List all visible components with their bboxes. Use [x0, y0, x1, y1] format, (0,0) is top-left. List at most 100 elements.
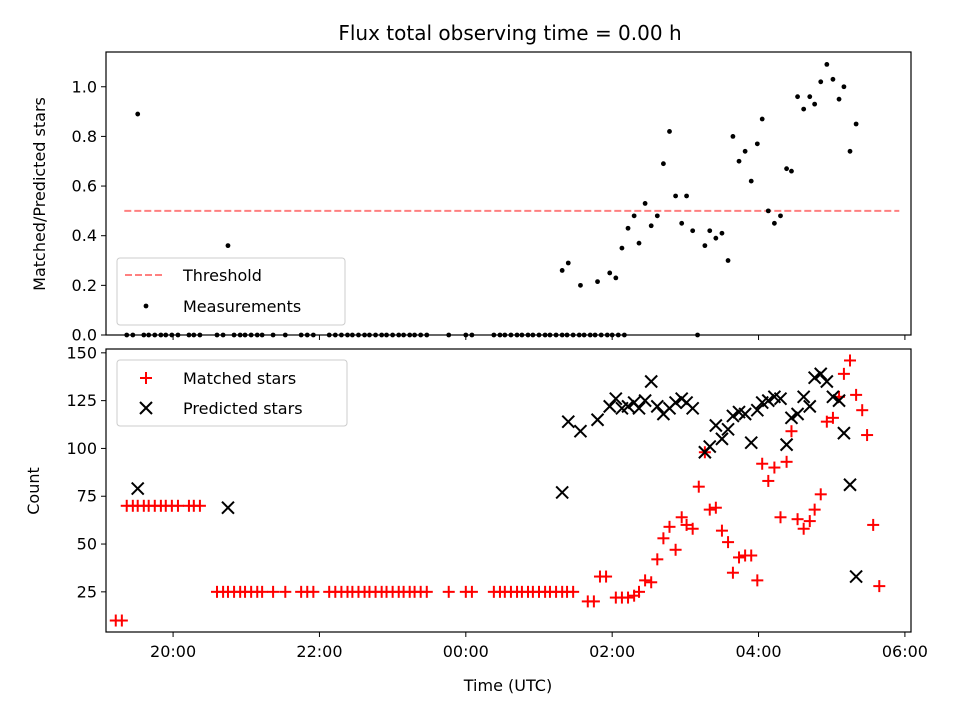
predicted-star-point [703, 439, 717, 454]
measurement-point [830, 76, 836, 82]
matched-star-point [733, 551, 746, 564]
matched-star-point [465, 585, 478, 598]
predicted-star-point [609, 392, 623, 406]
measurement-point [795, 94, 800, 100]
predicted-legend-swatch [139, 401, 153, 415]
top-ytick-label: 0.2 [72, 276, 97, 295]
top-ytick-label: 0.0 [72, 326, 97, 345]
measurement-point [719, 230, 725, 236]
matched-star-point [267, 585, 280, 598]
predicted-star-point [590, 413, 605, 427]
measurement-point [748, 178, 754, 184]
matched-star-point [279, 585, 292, 598]
matched-star-point [600, 570, 613, 583]
xtick-label: 06:00 [882, 642, 928, 661]
predicted-star-point [750, 403, 765, 417]
predicted-star-point [632, 401, 646, 415]
top-xtick-marks [172, 335, 906, 340]
predicted-star-point [726, 409, 740, 423]
measurement-point [673, 193, 678, 199]
matched-star-point [850, 388, 863, 401]
matched-star-point [703, 503, 716, 516]
measurement-point [784, 166, 789, 172]
bottom-legend-box [116, 359, 348, 427]
predicted-star-point [621, 399, 635, 414]
measurement-point [707, 228, 713, 234]
matched-star-point [780, 455, 793, 468]
measurement-point [812, 101, 818, 107]
predicted-star-point [603, 399, 617, 414]
predicted-star-point [721, 422, 735, 437]
predicted-legend-label: Predicted stars [183, 399, 303, 418]
measurement-point [853, 121, 859, 127]
measurement-point [565, 260, 571, 266]
measurement-point [625, 225, 631, 231]
xtick-label: 22:00 [296, 642, 342, 661]
bottom-y-axis-label: Count [24, 467, 43, 515]
matched-star-point [669, 543, 682, 556]
matched-star-point [651, 553, 664, 566]
matched-star-point [686, 522, 699, 535]
matched-star-point [837, 367, 850, 380]
bottom-legend: Matched stars Predicted stars [116, 359, 348, 427]
measurement-point [801, 106, 807, 112]
measurement-point [730, 134, 736, 139]
matched-star-point [785, 425, 798, 438]
matched-legend-swatch [140, 372, 152, 384]
matched-star-point [768, 461, 781, 474]
bottom-ytick-label: 75 [77, 487, 97, 506]
matched-star-point [745, 549, 758, 562]
predicted-star-point [685, 401, 700, 415]
bottom-ytick-label: 50 [77, 535, 97, 554]
predicted-star-point [131, 481, 145, 496]
predicted-star-point [638, 393, 652, 408]
measurement-point [824, 62, 830, 67]
measurement-point [613, 275, 619, 281]
panel-counts: 25 50 75 100 125 150 20:00 22:00 00:00 02:00 04:0… [24, 343, 928, 695]
measurement-point [679, 220, 685, 226]
predicted-star-point [779, 437, 794, 452]
predicted-star-point [790, 407, 805, 421]
measurement-point [836, 96, 842, 102]
matched-star-point [844, 354, 857, 367]
predicted-star-point [849, 569, 863, 584]
xtick-label: 04:00 [735, 642, 781, 661]
measurement-point [778, 213, 783, 219]
matched-star-point [808, 503, 821, 516]
predicted-star-point [843, 478, 857, 492]
measurement-point [789, 168, 794, 174]
top-ytick-label: 0.4 [72, 226, 97, 245]
measurement-point [684, 193, 689, 199]
matched-star-point [751, 574, 764, 587]
predicted-star-point [715, 432, 729, 446]
matched-star-point [867, 518, 880, 531]
matched-star-point [814, 488, 827, 501]
measurement-point [654, 213, 660, 219]
predicted-star-point [814, 367, 828, 381]
top-ytick-label: 0.8 [72, 127, 97, 146]
top-ytick-label: 1.0 [72, 77, 97, 96]
matched-star-point [639, 574, 652, 587]
matched-star-point [675, 511, 688, 524]
measurement-point [759, 116, 765, 122]
bottom-ytick-label: 150 [66, 343, 97, 362]
predicted-star-point [761, 393, 776, 408]
top-yticks: 0.0 0.2 0.4 0.6 0.8 1.0 [72, 77, 106, 345]
panel-ratio: Flux total observing time = 0.00 h 0.0 0.… [30, 21, 912, 345]
matched-star-point [657, 532, 670, 545]
matched-legend-label: Matched stars [183, 369, 296, 388]
matched-star-point [826, 411, 839, 424]
measurement-point [818, 79, 824, 85]
predicted-star-point [221, 501, 235, 515]
matched-star-point [803, 515, 816, 528]
measurement-point [661, 161, 666, 167]
measurements-legend-label: Measurements [183, 297, 301, 316]
measurement-point [595, 279, 600, 285]
chart-title: Flux total observing time = 0.00 h [338, 21, 681, 45]
xtick-label: 00:00 [443, 642, 489, 661]
matched-star-point [567, 585, 580, 598]
matched-star-point [797, 522, 810, 535]
top-axes-frame [105, 51, 912, 336]
predicted-star-point [555, 485, 569, 500]
